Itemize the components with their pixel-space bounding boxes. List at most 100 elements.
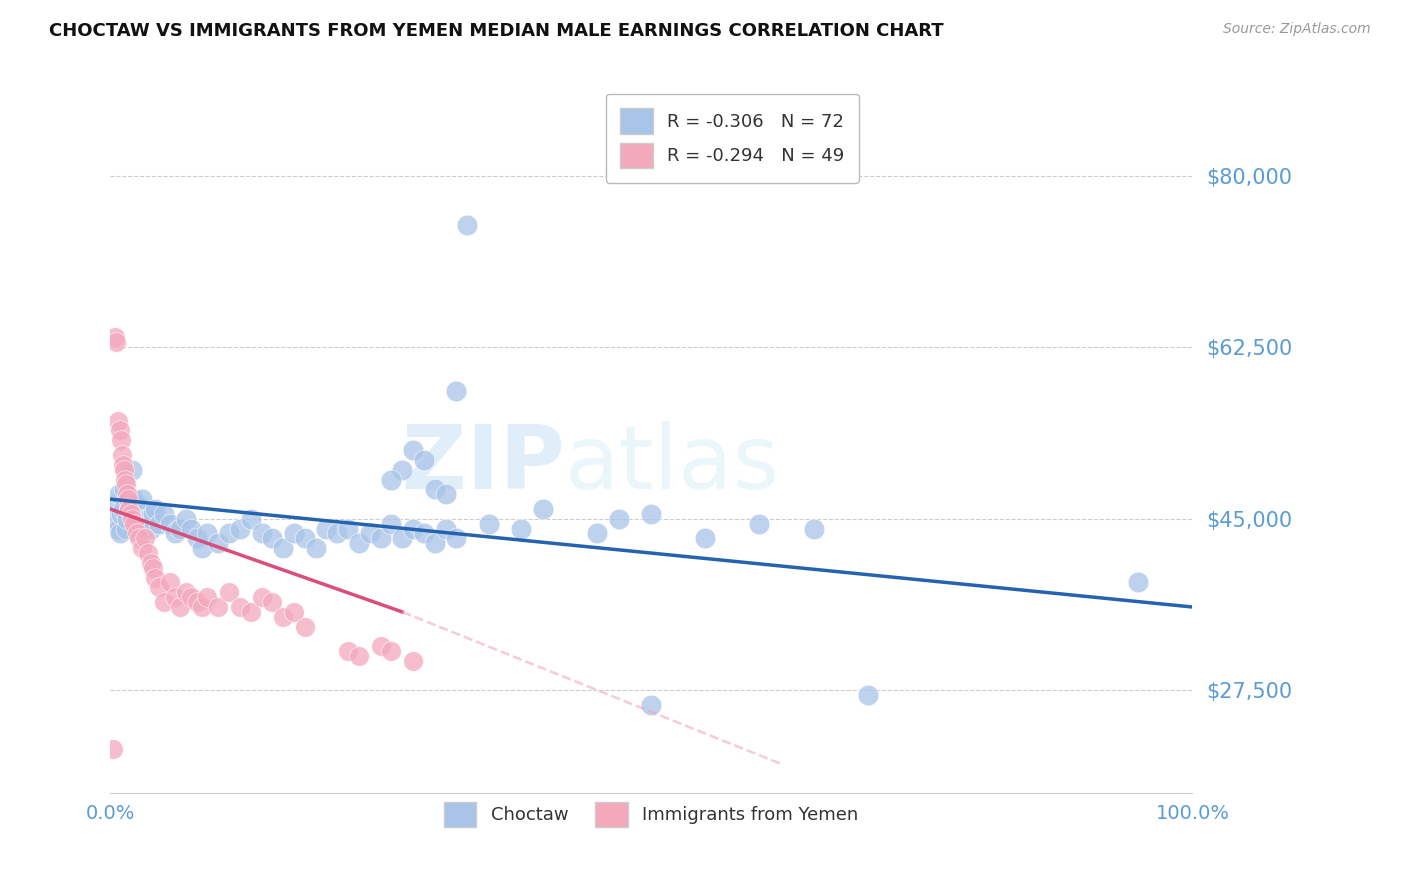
Point	[122, 492, 145, 507]
Point	[131, 492, 153, 507]
Point	[131, 541, 153, 556]
Point	[148, 516, 170, 531]
Point	[142, 561, 165, 575]
Point	[402, 443, 425, 458]
Point	[174, 512, 197, 526]
Point	[153, 507, 176, 521]
Point	[111, 458, 134, 472]
Point	[586, 526, 609, 541]
Text: Source: ZipAtlas.com: Source: ZipAtlas.com	[1223, 22, 1371, 37]
Point	[239, 512, 262, 526]
Point	[159, 575, 181, 590]
Point	[262, 532, 284, 546]
Point	[359, 526, 381, 541]
Point	[148, 581, 170, 595]
Point	[120, 507, 142, 521]
Point	[315, 522, 337, 536]
Point	[169, 600, 191, 615]
Point	[118, 502, 141, 516]
Point	[423, 536, 446, 550]
Point	[391, 463, 413, 477]
Point	[380, 644, 402, 658]
Point	[163, 526, 186, 541]
Point	[434, 487, 457, 501]
Point	[402, 654, 425, 668]
Point	[125, 497, 148, 511]
Point	[139, 522, 162, 536]
Point	[125, 526, 148, 541]
Point	[191, 541, 214, 556]
Point	[531, 502, 554, 516]
Point	[250, 526, 273, 541]
Point	[104, 330, 127, 344]
Point	[186, 595, 208, 609]
Point	[412, 453, 434, 467]
Point	[180, 522, 202, 536]
Point	[174, 585, 197, 599]
Point	[107, 487, 129, 501]
Point	[207, 536, 229, 550]
Point	[110, 507, 132, 521]
Point	[112, 483, 135, 497]
Point	[640, 698, 662, 712]
Point	[107, 522, 129, 536]
Point	[370, 639, 392, 653]
Point	[105, 512, 128, 526]
Point	[121, 463, 143, 477]
Point	[250, 591, 273, 605]
Point	[218, 585, 240, 599]
Point	[803, 522, 825, 536]
Point	[412, 526, 434, 541]
Point	[478, 516, 501, 531]
Point	[107, 414, 129, 428]
Point	[117, 512, 139, 526]
Point	[305, 541, 328, 556]
Point	[153, 595, 176, 609]
Point	[434, 522, 457, 536]
Point	[115, 477, 138, 491]
Point	[207, 600, 229, 615]
Point	[112, 463, 135, 477]
Point	[239, 605, 262, 619]
Point	[169, 522, 191, 536]
Point	[136, 512, 159, 526]
Point	[139, 556, 162, 570]
Point	[402, 522, 425, 536]
Point	[115, 522, 138, 536]
Point	[108, 424, 131, 438]
Point	[271, 541, 294, 556]
Point	[197, 526, 219, 541]
Point	[163, 591, 186, 605]
Point	[145, 571, 167, 585]
Point	[456, 218, 478, 232]
Point	[695, 532, 717, 546]
Legend: Choctaw, Immigrants from Yemen: Choctaw, Immigrants from Yemen	[437, 795, 866, 834]
Point	[136, 546, 159, 560]
Point	[510, 522, 533, 536]
Point	[748, 516, 770, 531]
Point	[111, 448, 134, 462]
Point	[218, 526, 240, 541]
Point	[104, 497, 127, 511]
Point	[262, 595, 284, 609]
Point	[380, 516, 402, 531]
Point	[294, 620, 316, 634]
Point	[111, 502, 134, 516]
Point	[117, 487, 139, 501]
Point	[391, 532, 413, 546]
Point	[110, 434, 132, 448]
Point	[283, 605, 305, 619]
Point	[446, 384, 468, 399]
Point	[128, 532, 150, 546]
Point	[122, 516, 145, 531]
Point	[229, 600, 252, 615]
Point	[118, 502, 141, 516]
Point	[114, 473, 136, 487]
Text: ZIP: ZIP	[402, 420, 565, 508]
Point	[640, 507, 662, 521]
Point	[337, 522, 360, 536]
Point	[347, 648, 370, 663]
Point	[856, 688, 879, 702]
Point	[347, 536, 370, 550]
Text: atlas: atlas	[565, 420, 780, 508]
